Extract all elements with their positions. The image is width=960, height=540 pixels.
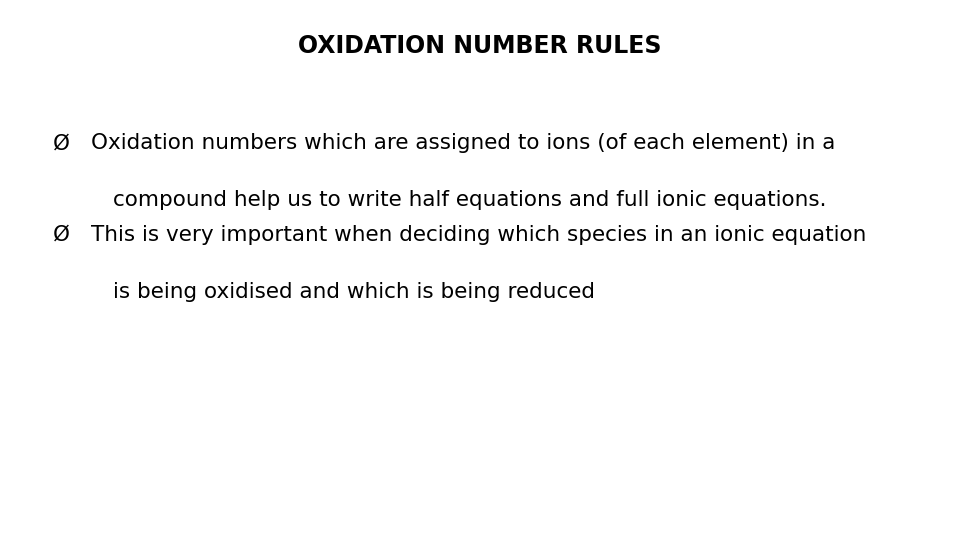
Text: compound help us to write half equations and full ionic equations.: compound help us to write half equations… [113, 190, 827, 210]
Text: Oxidation numbers which are assigned to ions (of each element) in a: Oxidation numbers which are assigned to … [91, 133, 835, 153]
Text: Ø: Ø [53, 225, 70, 245]
Text: is being oxidised and which is being reduced: is being oxidised and which is being red… [113, 281, 595, 302]
Text: Ø: Ø [53, 133, 70, 153]
Text: OXIDATION NUMBER RULES: OXIDATION NUMBER RULES [299, 34, 661, 58]
Text: This is very important when deciding which species in an ionic equation: This is very important when deciding whi… [91, 225, 867, 245]
